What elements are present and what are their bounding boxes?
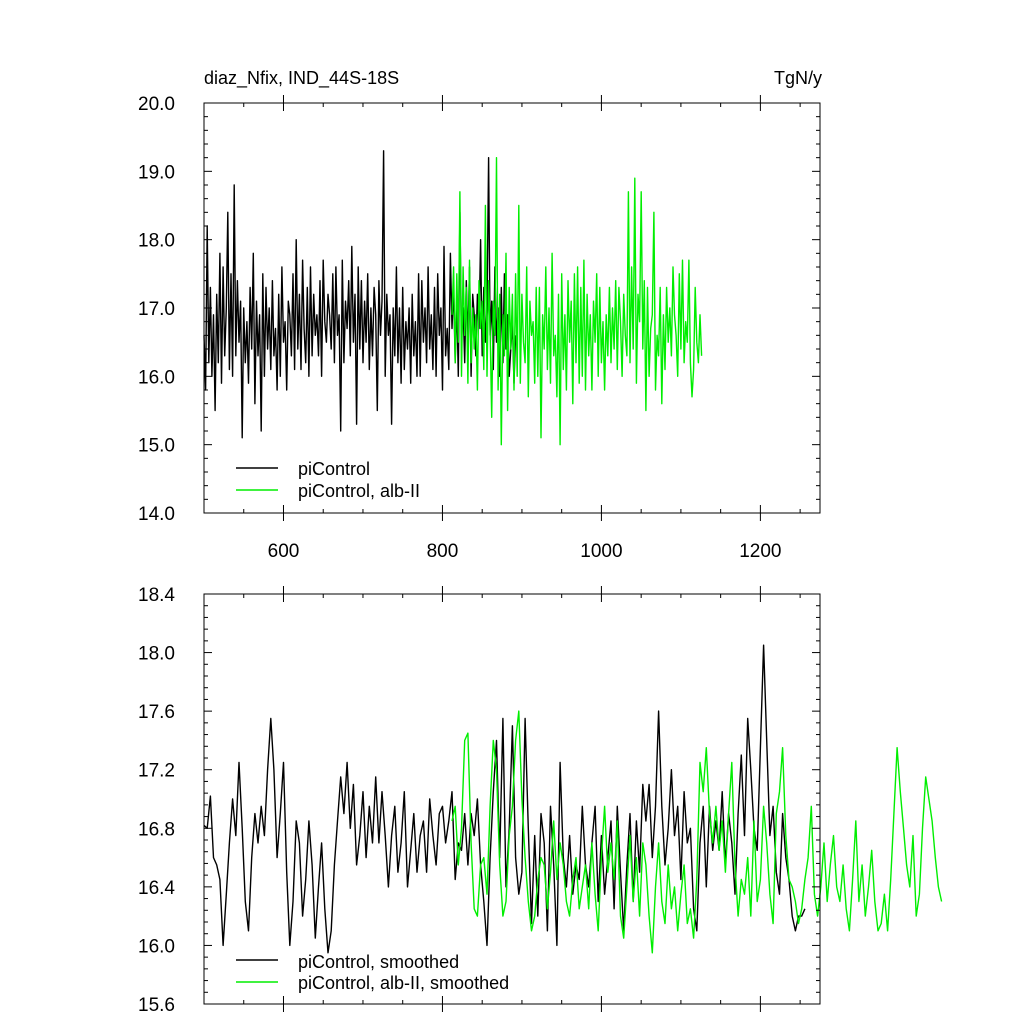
- y-tick-label: 16.0: [138, 367, 175, 388]
- y-tick-label: 16.0: [138, 936, 175, 957]
- legend-label-picontrol-smoothed: piControl, smoothed: [298, 952, 459, 972]
- top-panel-legend: piControl piControl, alb-II: [236, 459, 420, 501]
- bottom-panel-ticks: 15.6 16.0 16.4 16.8 17.2 17.6 18.0 18.4: [138, 585, 820, 1016]
- top-panel-frame: [203, 102, 821, 514]
- y-tick-label: 17.6: [138, 702, 175, 723]
- y-tick-label: 14.0: [138, 504, 175, 525]
- top-panel-ticks: 14.0 15.0 16.0 17.0 18.0 19.0 20.0 600 800 1000 12…: [138, 94, 820, 562]
- y-tick-label: 17.0: [138, 299, 175, 320]
- top-panel-title: diaz_Nfix, IND_44S-18S: [204, 68, 399, 89]
- x-tick-label: 1200: [739, 541, 781, 562]
- top-panel: diaz_Nfix, IND_44S-18S TgN/y 14.0 15.0 16.…: [138, 68, 822, 562]
- series-line-1: [451, 156, 703, 446]
- legend-label-picontrol-alb-ii: piControl, alb-II: [298, 481, 420, 501]
- y-tick-label: 17.2: [138, 761, 175, 782]
- y-tick-label: 20.0: [138, 94, 175, 115]
- y-tick-label: 15.6: [138, 995, 175, 1016]
- series-line-1: [451, 710, 943, 954]
- bottom-panel-frame: [203, 593, 821, 1005]
- x-tick-label: 1000: [580, 541, 622, 562]
- x-tick-label: 800: [427, 541, 459, 562]
- bottom-panel-legend: piControl, smoothed piControl, alb-II, s…: [236, 952, 509, 993]
- bottom-panel-series: [203, 644, 943, 954]
- y-tick-label: 18.0: [138, 231, 175, 252]
- series-line-0: [203, 150, 517, 439]
- x-tick-label: 600: [268, 541, 300, 562]
- bottom-panel: 15.6 16.0 16.4 16.8 17.2 17.6 18.0 18.4 piContr…: [138, 585, 943, 1016]
- y-tick-label: 15.0: [138, 436, 175, 457]
- series-line-0: [203, 644, 806, 954]
- y-tick-label: 16.8: [138, 819, 175, 840]
- y-tick-label: 18.0: [138, 644, 175, 665]
- top-panel-series: [203, 150, 703, 446]
- legend-label-picontrol-alb-ii-smoothed: piControl, alb-II, smoothed: [298, 973, 509, 993]
- top-panel-units: TgN/y: [774, 68, 822, 88]
- y-tick-label: 19.0: [138, 162, 175, 183]
- y-tick-label: 18.4: [138, 585, 175, 606]
- y-tick-label: 16.4: [138, 878, 175, 899]
- legend-label-picontrol: piControl: [298, 459, 370, 479]
